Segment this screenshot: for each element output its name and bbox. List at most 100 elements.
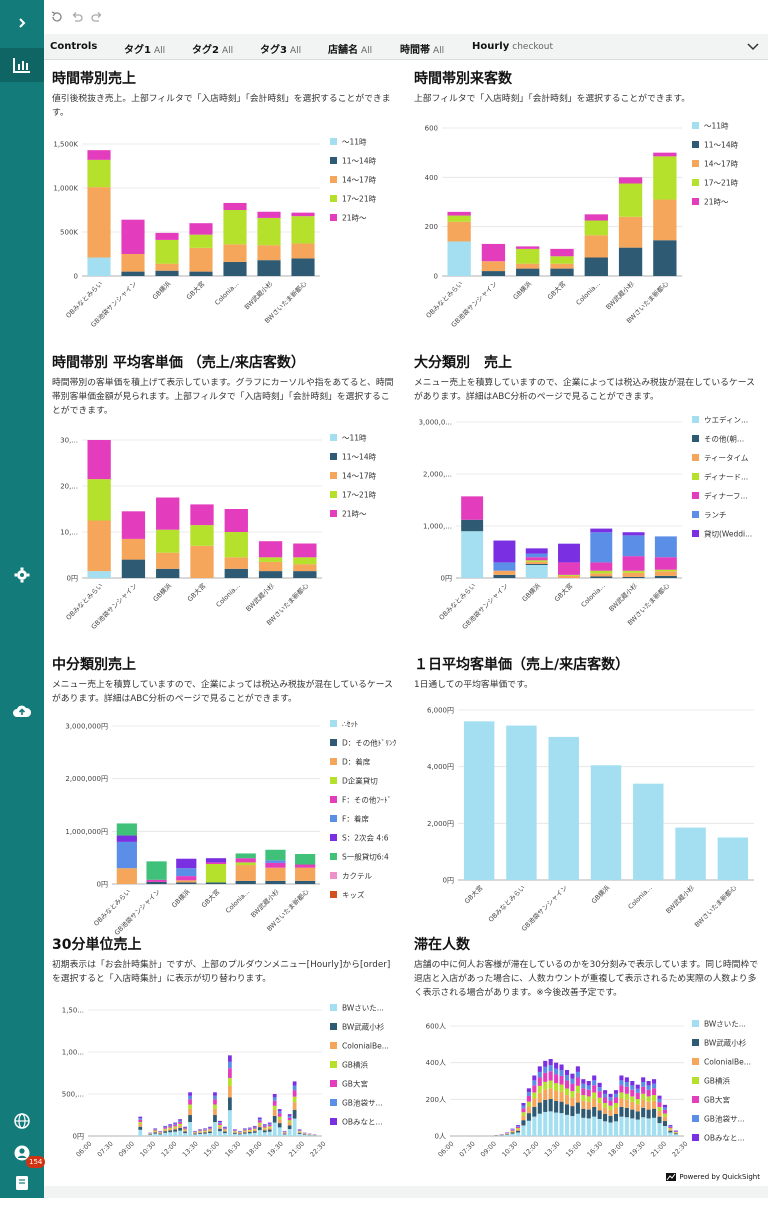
bar-segment bbox=[526, 548, 548, 553]
chart-major-category-sales[interactable]: 0円1,000,...2,000,...3,000,0...OBみなとみらいGB… bbox=[406, 344, 762, 634]
legend-label: 14～17時 bbox=[704, 160, 739, 169]
bar-segment bbox=[163, 1130, 167, 1131]
bar-segment bbox=[268, 1124, 272, 1125]
legend-label: ディナーフ... bbox=[704, 491, 748, 501]
redo-icon[interactable] bbox=[90, 10, 104, 24]
bar-segment bbox=[158, 1134, 162, 1136]
bar-segment bbox=[263, 1126, 267, 1127]
bar-segment bbox=[614, 1114, 618, 1121]
bar-segment bbox=[657, 1096, 661, 1099]
bar-segment bbox=[213, 1122, 217, 1136]
bar-segment bbox=[619, 1107, 623, 1117]
y-tick-label: 400 bbox=[425, 174, 438, 182]
controls-label[interactable]: Controls bbox=[50, 41, 97, 52]
bar-segment bbox=[657, 1102, 661, 1107]
bar-segment bbox=[554, 1113, 558, 1136]
bar-segment bbox=[173, 1123, 177, 1124]
bar-segment bbox=[293, 1102, 297, 1110]
bar-segment bbox=[298, 1130, 302, 1131]
legend-swatch bbox=[692, 492, 699, 499]
legend-swatch bbox=[330, 176, 337, 183]
bar-segment bbox=[295, 865, 315, 868]
bar-segment bbox=[591, 765, 621, 880]
bar-segment bbox=[288, 1122, 292, 1125]
bar-segment bbox=[630, 1081, 634, 1085]
bar-segment bbox=[189, 223, 212, 234]
bar-segment bbox=[208, 1129, 212, 1130]
bar-segment bbox=[532, 1080, 536, 1085]
bar-segment bbox=[248, 1131, 252, 1132]
panel-mid-category-sales: 中分類別売上 メニュー売上を積算していますので、企業によっては税込み税抜が混在し… bbox=[44, 646, 400, 936]
legend-label: S：2次会 4:6 bbox=[342, 833, 389, 843]
bar-segment bbox=[447, 216, 470, 222]
legend-label: D：着席 bbox=[342, 757, 371, 767]
globe-icon[interactable] bbox=[0, 1104, 44, 1138]
bar-segment bbox=[668, 1129, 672, 1131]
bar-segment bbox=[511, 1129, 515, 1130]
dashboard-icon[interactable] bbox=[0, 48, 44, 82]
bar-segment bbox=[663, 1110, 667, 1114]
bar-segment bbox=[238, 1134, 242, 1136]
bar-segment bbox=[592, 1076, 596, 1081]
bar-segment bbox=[293, 1081, 297, 1085]
x-tick-label: GB大宮 bbox=[184, 279, 206, 301]
undo-icon[interactable] bbox=[70, 10, 84, 24]
x-tick-label: GB横浜 bbox=[511, 279, 534, 302]
legend-swatch bbox=[330, 1118, 337, 1125]
legend-swatch bbox=[330, 1042, 337, 1049]
bar-segment bbox=[482, 271, 505, 276]
bar-segment bbox=[198, 1130, 202, 1131]
bar-segment bbox=[138, 1118, 142, 1120]
bar-segment bbox=[619, 1076, 623, 1081]
x-tick-label: BW武蔵小杉 bbox=[244, 581, 277, 614]
bar-segment bbox=[243, 1130, 247, 1131]
bar-segment bbox=[168, 1126, 172, 1127]
bar-segment bbox=[153, 1128, 157, 1129]
settings-icon[interactable] bbox=[0, 558, 44, 592]
bar-segment bbox=[587, 1118, 591, 1136]
bar-segment bbox=[238, 1132, 242, 1133]
bar-segment bbox=[668, 1127, 672, 1128]
bar-segment bbox=[148, 1135, 152, 1136]
upload-icon[interactable] bbox=[0, 694, 44, 728]
bar-segment bbox=[625, 1117, 629, 1136]
legend-swatch bbox=[330, 453, 337, 460]
bar-segment bbox=[203, 1128, 207, 1129]
y-tick-label: 20,... bbox=[60, 483, 78, 491]
bar-segment bbox=[585, 221, 608, 236]
bar-segment bbox=[663, 1117, 667, 1121]
bar-segment bbox=[193, 1134, 197, 1136]
bar-segment bbox=[663, 1126, 667, 1136]
book-icon[interactable] bbox=[0, 1166, 44, 1200]
bar-segment bbox=[188, 1092, 192, 1095]
bar-segment bbox=[603, 1121, 607, 1136]
legend-swatch bbox=[330, 157, 337, 164]
y-tick-label: 2,000,... bbox=[423, 471, 452, 479]
chart-mid-category-sales[interactable]: 0円1,000,000円2,000,000円3,000,000円OBみなとみらい… bbox=[44, 646, 400, 936]
y-tick-label: 0円 bbox=[97, 881, 108, 889]
x-tick-label: GB大宮 bbox=[552, 581, 574, 603]
bar-segment bbox=[548, 737, 578, 880]
bar-segment bbox=[576, 1072, 580, 1078]
bar-segment bbox=[188, 1109, 192, 1115]
reset-icon[interactable] bbox=[50, 10, 64, 24]
y-tick-label: 0円 bbox=[443, 877, 454, 885]
bar-segment bbox=[198, 1131, 202, 1132]
x-tick-label: 10:30 bbox=[138, 1140, 157, 1159]
chevron-right-icon[interactable] bbox=[0, 6, 44, 40]
bar-segment bbox=[619, 1092, 623, 1098]
bar-segment bbox=[587, 1102, 591, 1110]
chevron-down-icon[interactable] bbox=[746, 39, 760, 53]
